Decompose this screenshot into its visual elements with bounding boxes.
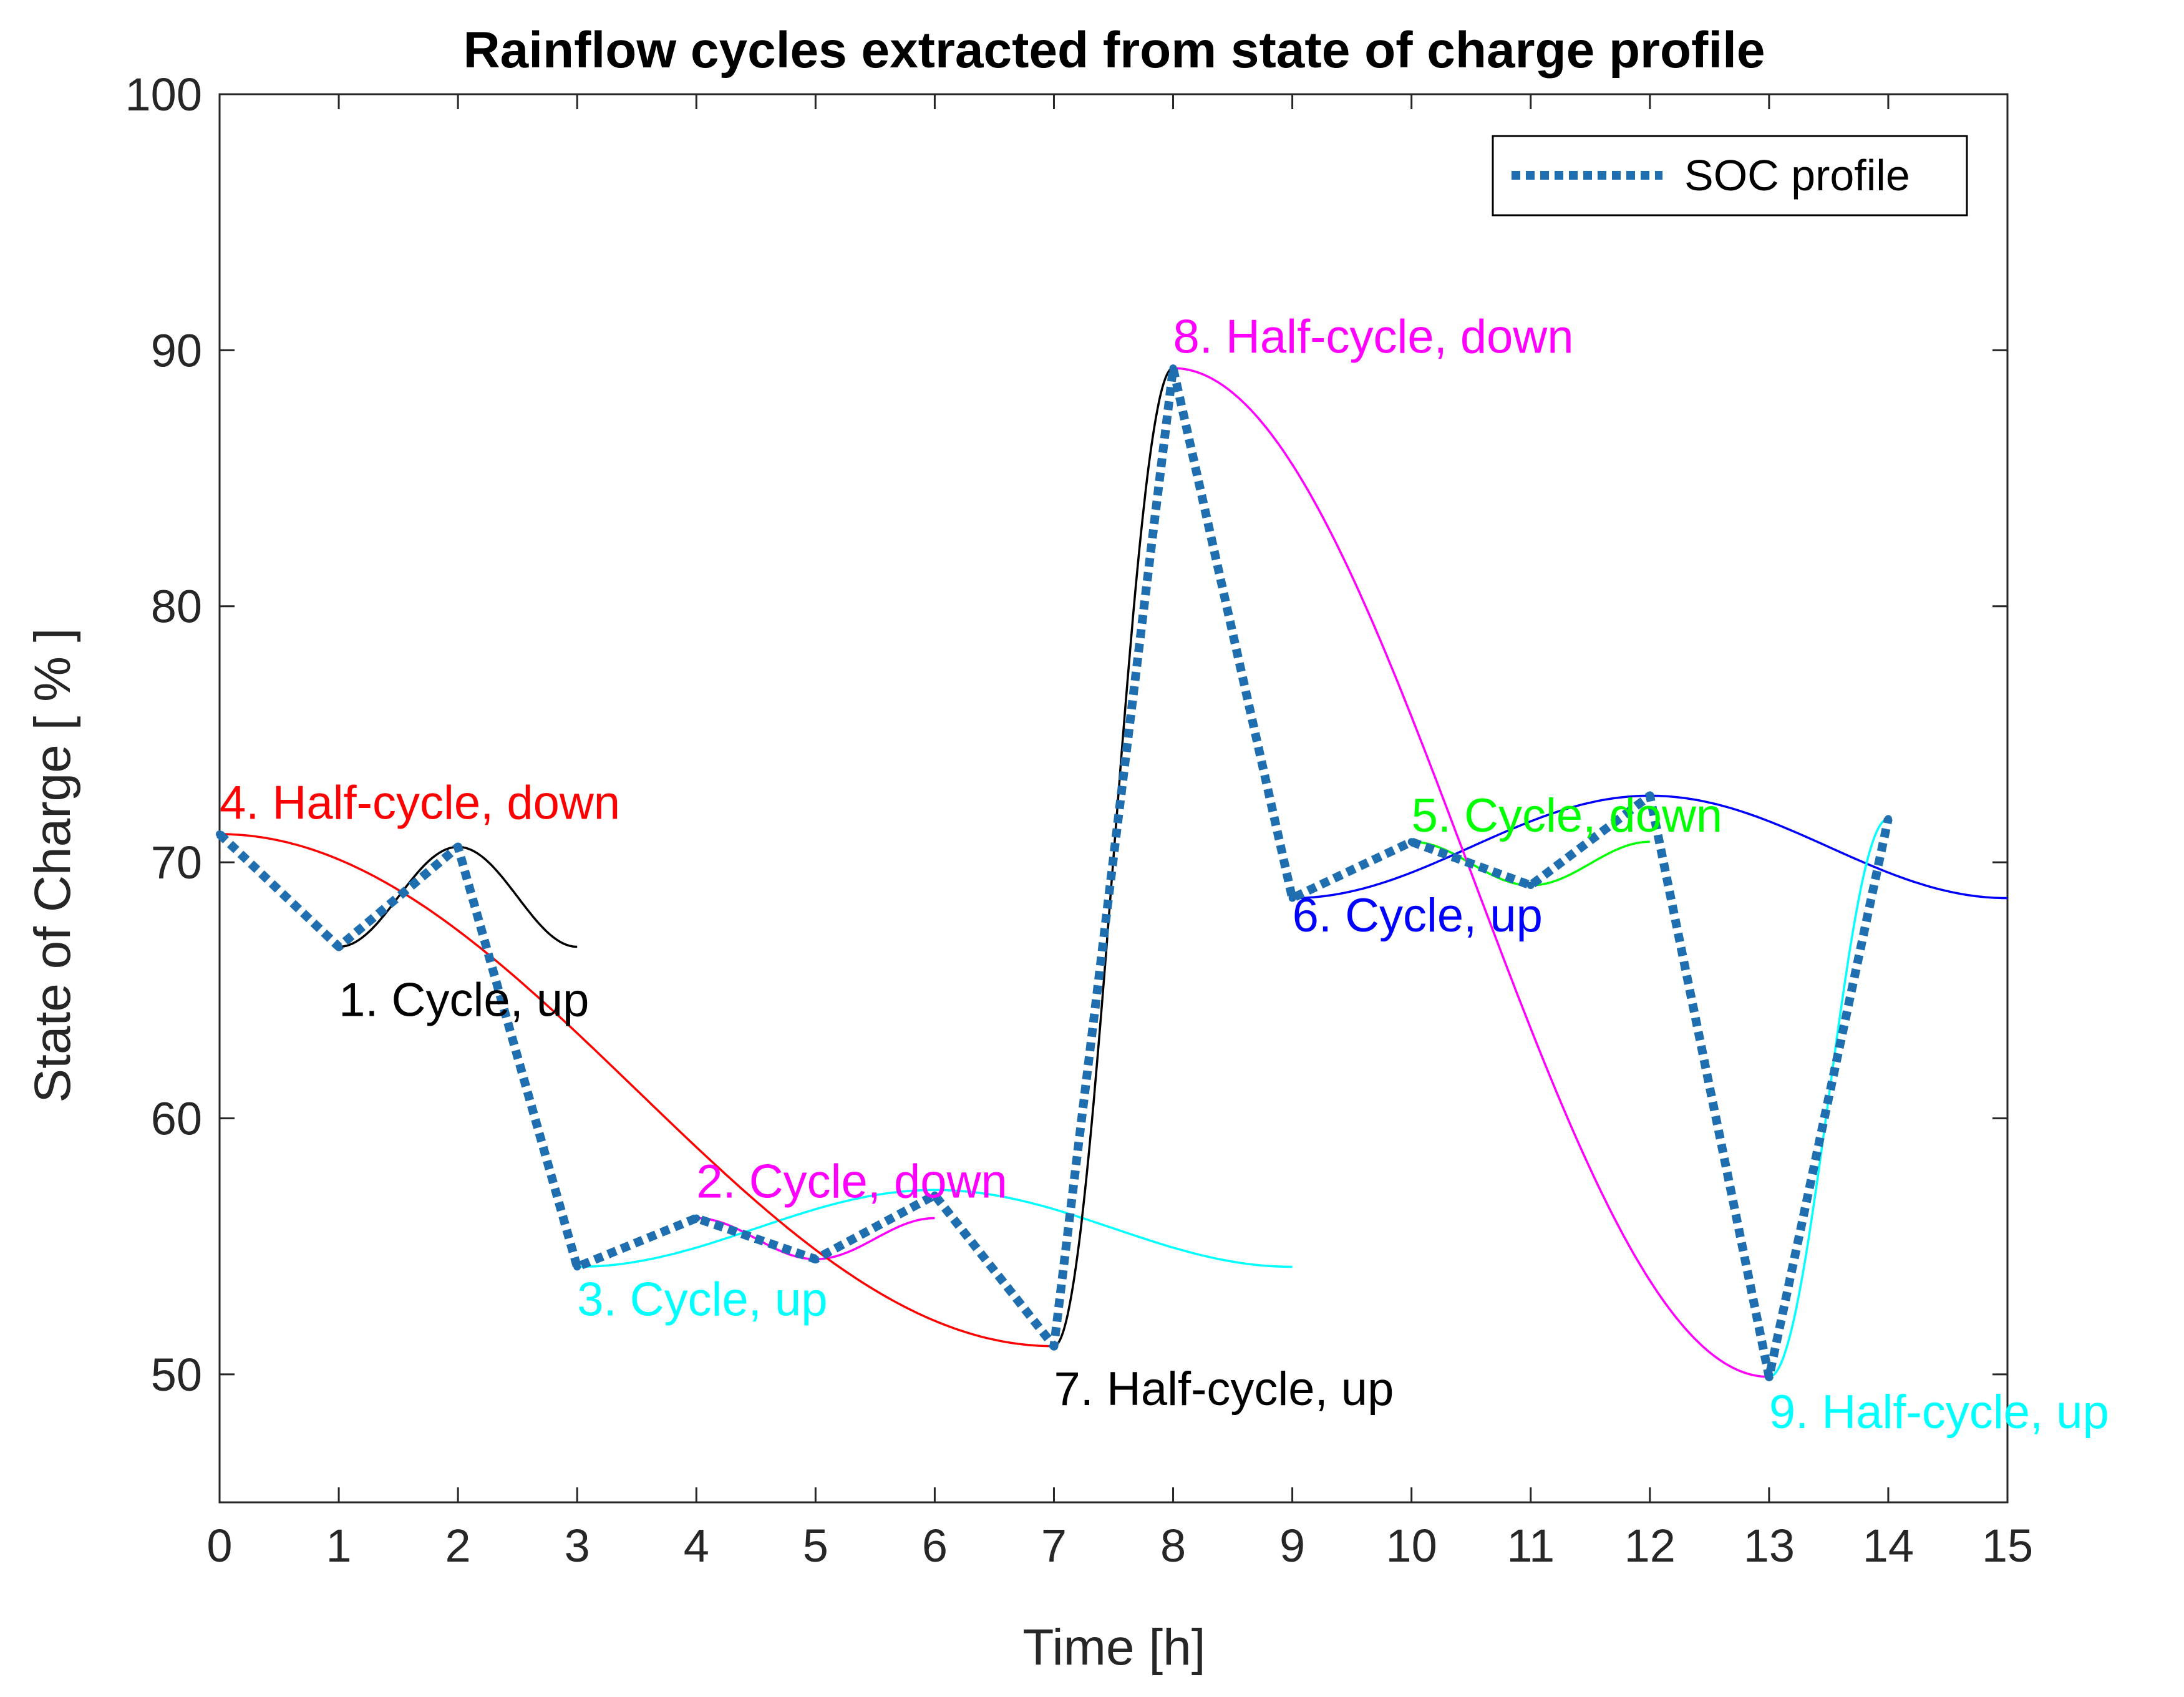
legend: SOC profile [1492,135,1968,216]
soc-profile-point [454,843,462,851]
soc-profile-point [1169,364,1177,372]
soc-profile-point [216,830,223,838]
y-tick-label: 70 [151,837,202,888]
y-tick-label: 80 [151,581,202,633]
x-tick-label: 2 [445,1520,471,1572]
annotation-label: 4. Half-cycle, down [220,776,620,829]
soc-profile-point [931,1191,939,1199]
annotation-label: 8. Half-cycle, down [1173,310,1574,363]
annotation-label: 9. Half-cycle, up [1769,1386,2109,1439]
x-tick-label: 1 [326,1520,351,1572]
soc-profile-point [573,1263,581,1271]
soc-profile-point [1884,815,1892,823]
x-axis-label: Time [h] [1022,1619,1205,1676]
x-tick-label: 11 [1507,1520,1555,1572]
cycle-curve-4-half-cycle-down [220,833,1054,1348]
annotation-label: 6. Cycle, up [1293,889,1543,942]
annotation-label: 2. Cycle, down [696,1155,1007,1208]
annotation-label: 3. Cycle, up [577,1273,827,1326]
x-tick-label: 3 [565,1520,590,1572]
legend-entry-soc-profile: SOC profile [1684,151,1910,200]
annotation-label: 1. Cycle, up [339,973,589,1026]
x-tick-label: 7 [1041,1520,1067,1572]
soc-profile-point [692,1214,701,1222]
y-axis-label: State of Charge [ % ] [24,628,81,1102]
soc-profile-point [1407,838,1415,846]
cycle-curve-3-cycle-up [577,1189,1293,1268]
x-tick-label: 8 [1160,1520,1186,1572]
plot-frame [218,93,2009,1504]
x-tick-label: 6 [922,1520,948,1572]
x-tick-label: 12 [1624,1520,1676,1572]
annotation-label: 5. Cycle, down [1412,789,1722,842]
soc-profile-point [1288,894,1296,902]
cycle-curve-8-half-cycle-down [1173,367,1769,1378]
x-tick-label: 9 [1279,1520,1305,1572]
soc-profile-point [1050,1342,1058,1350]
x-tick-label: 0 [206,1520,232,1572]
y-tick-label: 50 [151,1349,202,1401]
x-tick-label: 15 [1982,1520,2033,1572]
x-tick-label: 4 [684,1520,709,1572]
soc-profile-point [335,943,343,951]
soc-profile-point [1646,792,1654,800]
x-tick-label: 5 [803,1520,828,1572]
y-tick-label: 60 [151,1092,202,1144]
chart-title: Rainflow cycles extracted from state of … [463,22,1765,79]
y-tick-label: 90 [151,324,202,376]
x-tick-label: 10 [1386,1520,1437,1572]
soc-profile-point [812,1255,820,1263]
annotation-label: 7. Half-cycle, up [1054,1363,1394,1416]
x-tick-label: 13 [1744,1520,1795,1572]
x-tick-label: 14 [1863,1520,1914,1572]
soc-profile-point [1765,1373,1773,1381]
y-tick-label: 100 [125,69,202,120]
soc-profile-point [1526,882,1535,890]
